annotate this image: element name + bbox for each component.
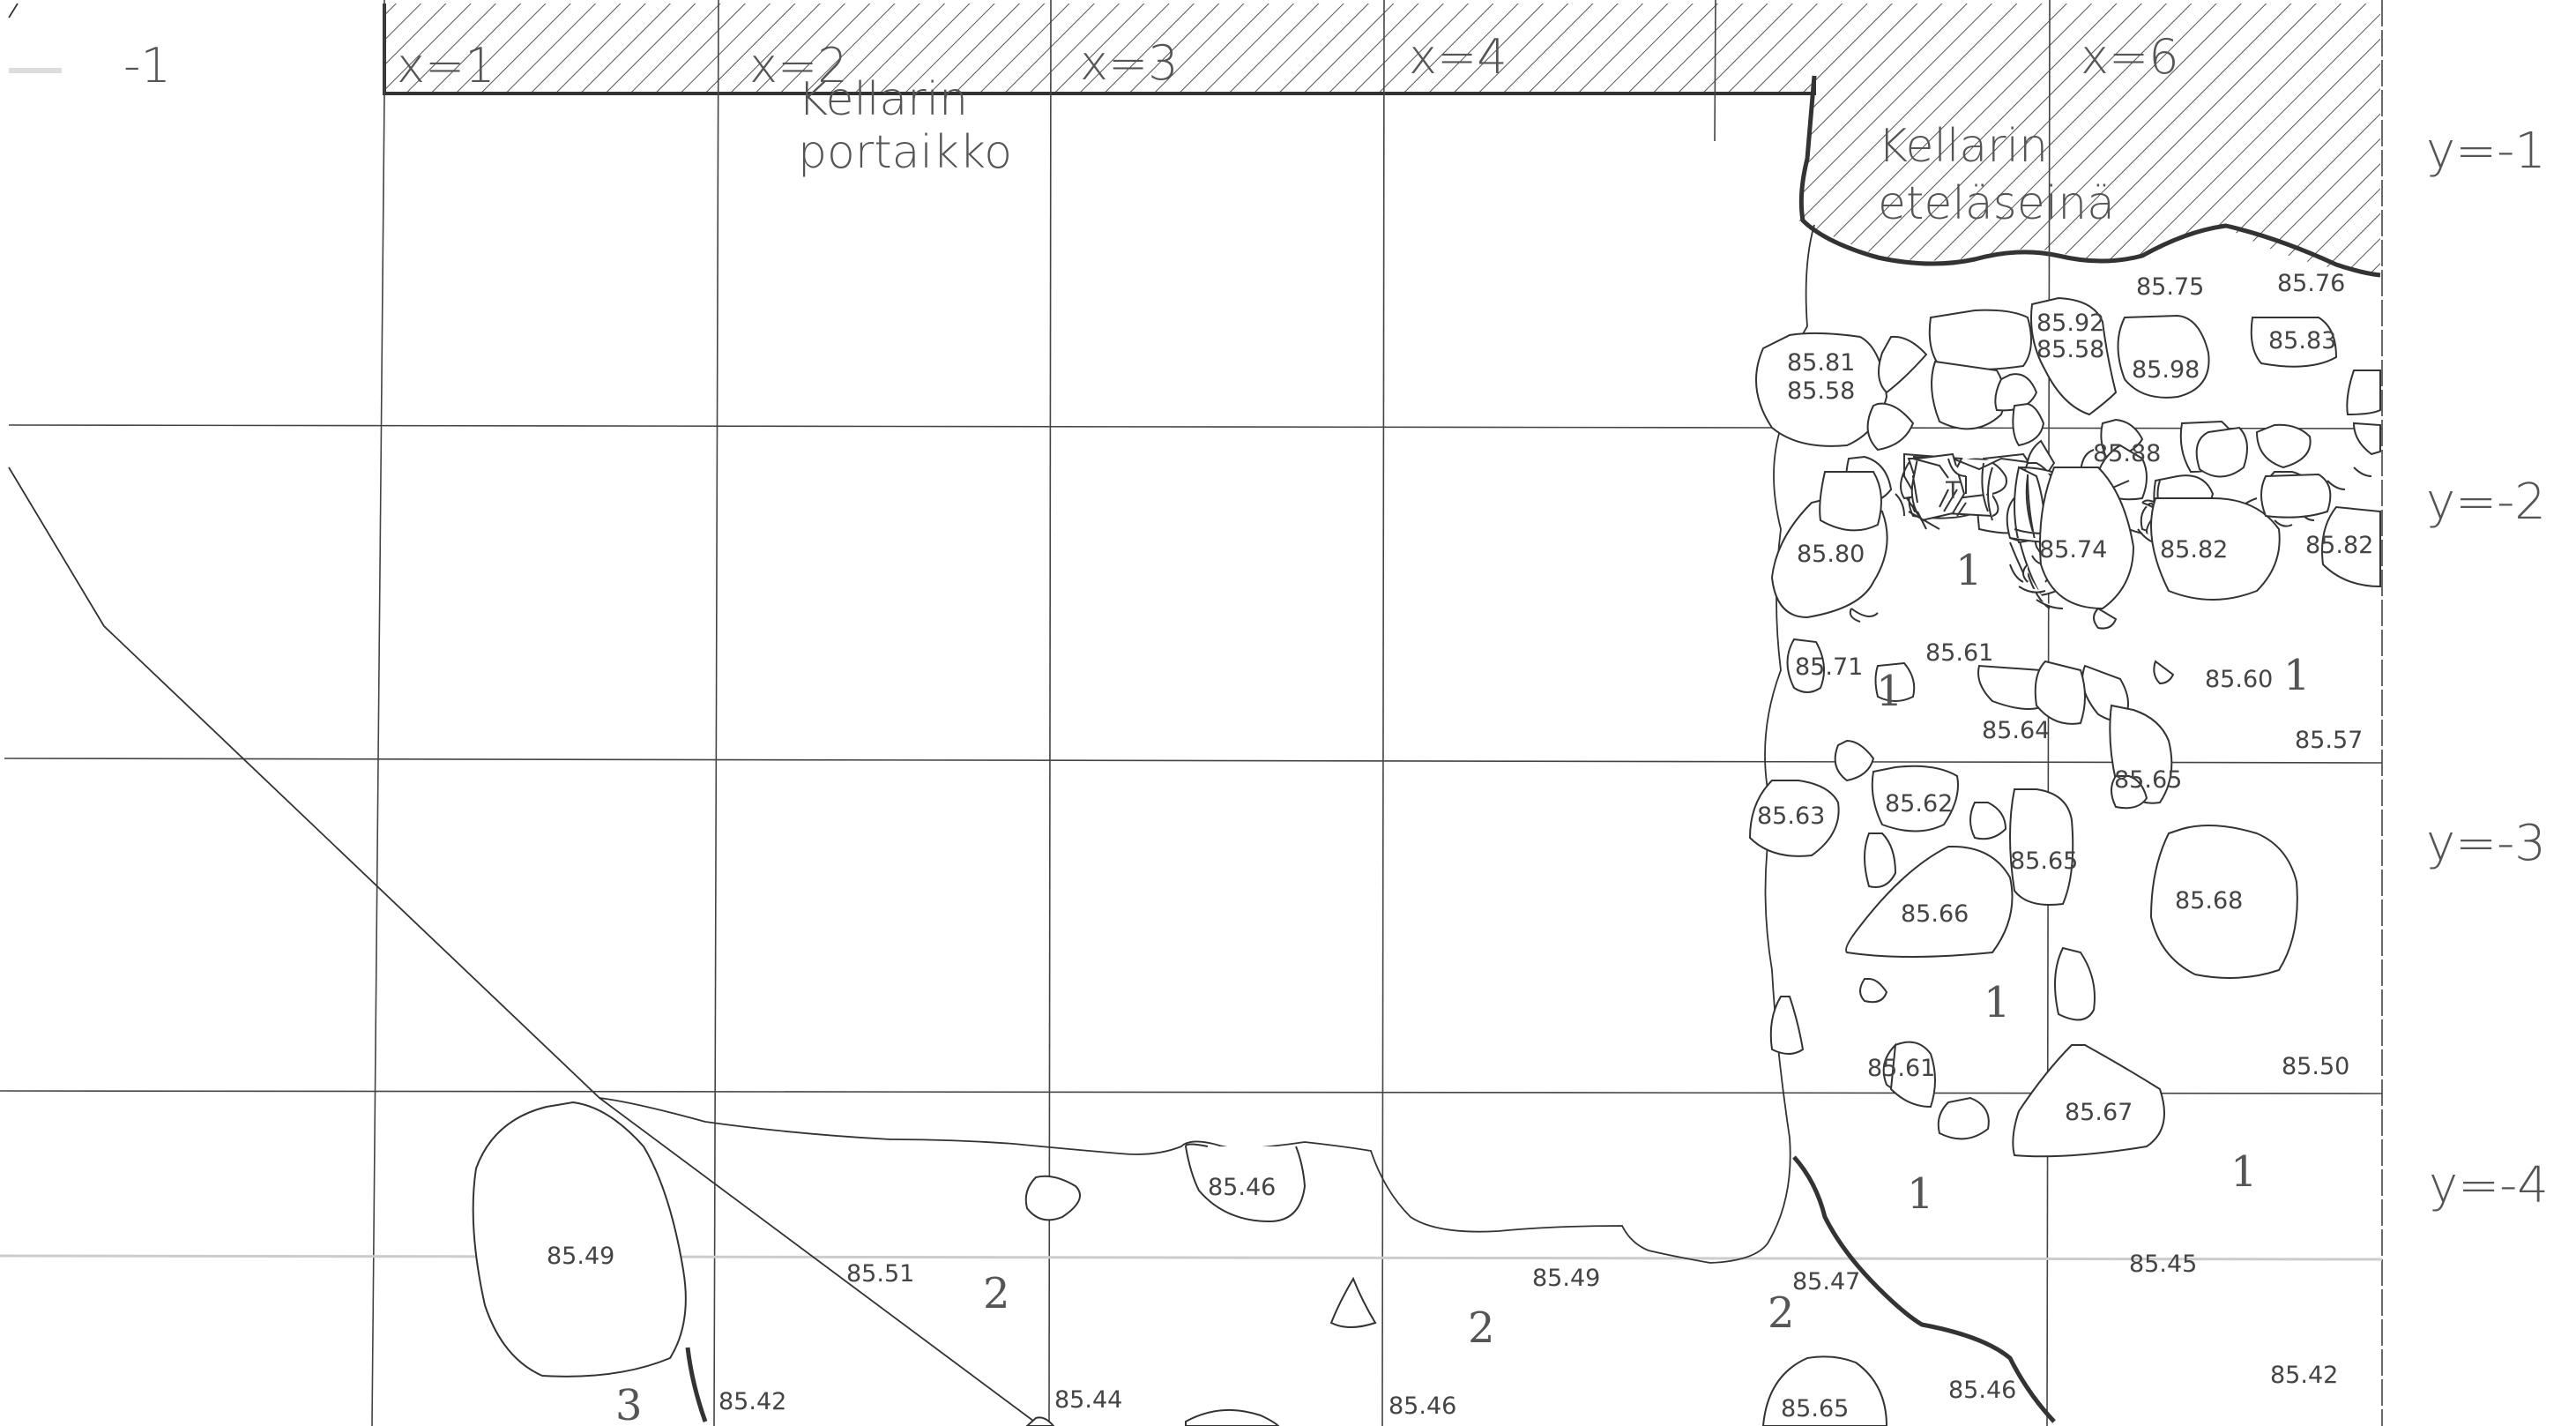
elevation: 85.67: [2065, 1099, 2133, 1126]
elevation: 85.58: [2036, 336, 2104, 363]
elevation: 85.50: [2282, 1053, 2349, 1080]
elevation: 85.65: [1781, 1395, 1849, 1422]
elevation: 85.51: [846, 1260, 914, 1288]
wall-label-line1: Kellarin: [1878, 120, 2048, 173]
elevation: 85.49: [547, 1243, 614, 1270]
layer-numbers: 1 1 1 1 1 1 1 2 2 2 3: [615, 546, 2311, 1426]
elevation: 85.98: [2132, 356, 2200, 384]
stones: [472, 296, 2381, 1426]
elevation-readings: 85.75 85.76 85.92 85.58 85.83 85.81 85.5…: [547, 270, 2373, 1422]
elevation: 85.49: [1532, 1265, 1600, 1292]
wall-hatch: [1798, 4, 2381, 278]
feature-outline: [599, 224, 1815, 1264]
elevation: 85.63: [1757, 803, 1825, 830]
grid-label-x6: x=6: [2081, 29, 2179, 85]
layer-number: 1: [1984, 978, 2011, 1027]
elevation: 85.46: [1208, 1174, 1276, 1201]
elevation: 85.80: [1797, 541, 1865, 568]
elevation: 85.47: [1792, 1268, 1860, 1295]
trench-edge: [1792, 1155, 2056, 1423]
elevation: 85.57: [2295, 727, 2363, 754]
grid-label-y-minus1: y=-1: [2426, 123, 2546, 180]
layer-number: 1: [2230, 1147, 2258, 1197]
elevation: 85.65: [2114, 766, 2182, 794]
elevation: 85.81: [1787, 349, 1855, 377]
elevation: 85.46: [1389, 1392, 1456, 1420]
elevation: 85.42: [2270, 1362, 2338, 1389]
layer-number: 2: [983, 1269, 1010, 1318]
stair-label-line1: Kellarin: [798, 73, 968, 126]
area-labels: Kellarin portaikko Kellarin eteläseinä T: [798, 73, 2115, 504]
elevation: 85.61: [1867, 1055, 1935, 1082]
elevation: 85.45: [2129, 1251, 2197, 1278]
wall-label-line2: eteläseinä: [1878, 177, 2115, 230]
layer-number: 1: [1955, 546, 1983, 595]
elevation: 85.83: [2268, 327, 2336, 355]
elevation: 85.66: [1901, 900, 1969, 928]
elevation: 85.65: [2010, 847, 2078, 875]
grid-label-x2: x=2: [749, 38, 848, 93]
grid: [0, 0, 2383, 1426]
grid-label-x4: x=4: [1409, 29, 1508, 85]
elevation: 85.61: [1925, 639, 1993, 667]
elevation: 85.64: [1982, 717, 2050, 744]
grid-label-x3: x=3: [1080, 35, 1179, 91]
elevation: 85.68: [2175, 887, 2243, 915]
trench-edge-left: [685, 1347, 708, 1422]
elevation: 85.42: [718, 1388, 786, 1415]
stair-label-line2: portaikko: [798, 126, 1012, 179]
grid-label-x-minus1: -1: [123, 38, 171, 93]
elevation: 85.71: [1795, 653, 1863, 681]
elevation: 85.44: [1054, 1386, 1122, 1414]
elevation: 85.60: [2205, 666, 2273, 693]
elevation: 85.58: [1787, 377, 1855, 405]
layer-number: 2: [1768, 1288, 1795, 1338]
layer-number: 1: [1907, 1169, 1934, 1219]
elevation: 85.88: [2093, 440, 2161, 467]
elevation: 85.82: [2305, 532, 2373, 559]
elevation: 85.74: [2039, 536, 2107, 564]
grid-label-y-minus4: y=-4: [2429, 1157, 2549, 1214]
grid-labels: -1 x=1 x=2 x=3 x=4 x=6 y=-1 y=-2 y=-3 y=…: [123, 29, 2549, 1214]
layer-number: 3: [615, 1381, 643, 1426]
diagonal-trench-line: [8, 467, 1041, 1426]
elevation: 85.82: [2160, 536, 2228, 564]
elevation: 85.75: [2136, 273, 2204, 301]
grid-label-y-minus3: y=-3: [2426, 815, 2546, 872]
grid-label-y-minus2: y=-2: [2426, 474, 2546, 531]
layer-number: 1: [2283, 651, 2311, 700]
grid-label-x1: x=1: [397, 38, 495, 93]
layer-number: 1: [1876, 667, 1903, 716]
layer-number: 2: [1468, 1303, 1495, 1353]
stone-mark: T: [1945, 477, 1961, 504]
elevation: 85.76: [2277, 270, 2345, 297]
elevation: 85.62: [1885, 790, 1953, 818]
elevation: 85.92: [2036, 310, 2104, 337]
elevation: 85.46: [1948, 1377, 2016, 1404]
